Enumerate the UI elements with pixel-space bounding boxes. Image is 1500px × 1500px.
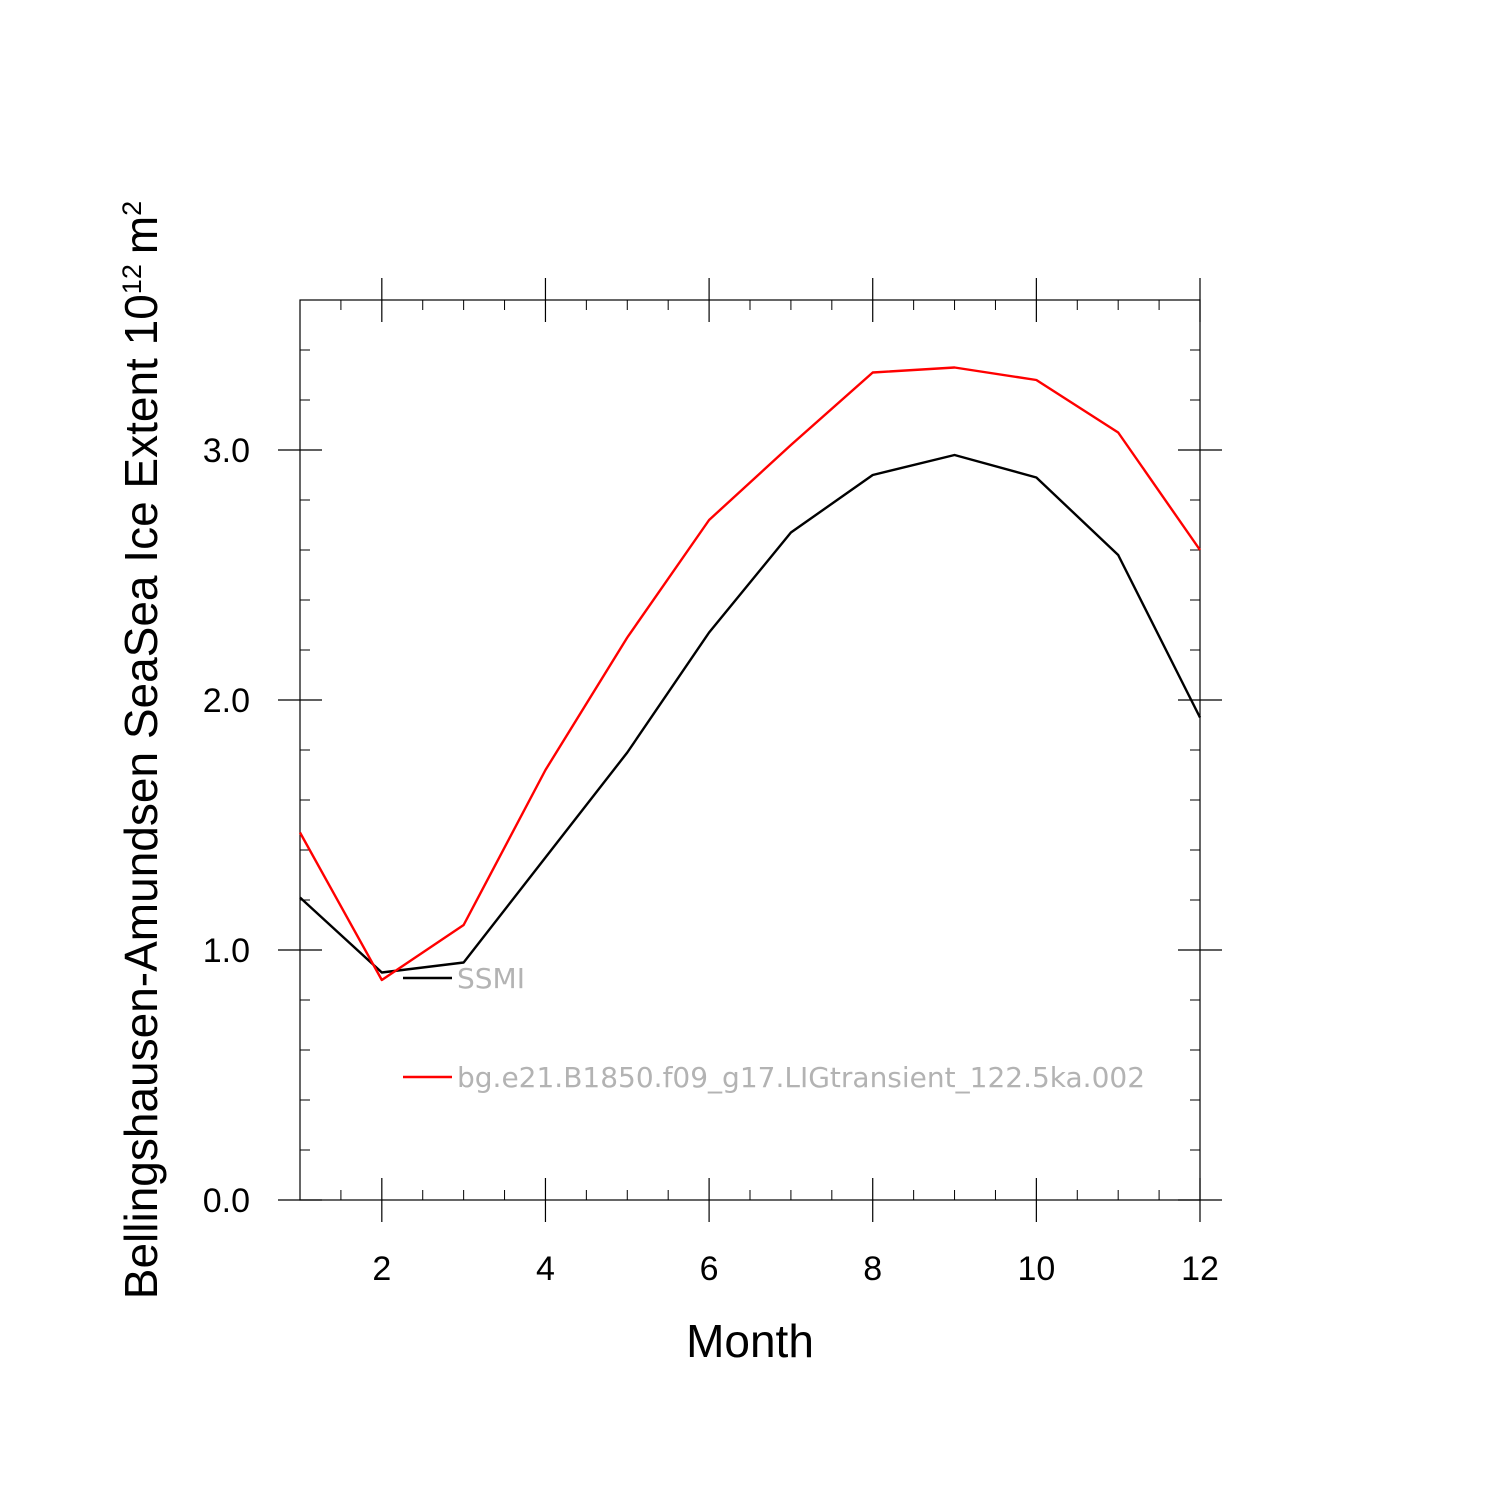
y-tick-label: 0.0 <box>203 1182 250 1220</box>
x-tick-label: 4 <box>536 1250 555 1288</box>
y-axis-title: Bellingshausen-Amundsen SeaSea Ice Exten… <box>115 201 167 1299</box>
y-axis-title-unit-exponent: 2 <box>117 201 147 216</box>
x-tick-label: 10 <box>1017 1250 1055 1288</box>
y-tick-labels: 0.0 1.0 2.0 3.0 <box>203 432 250 1220</box>
y-tick-label: 2.0 <box>203 682 250 720</box>
plot-frame <box>299 299 1201 1201</box>
y-axis-title-exponent: 12 <box>117 264 147 294</box>
y-tick-label: 1.0 <box>203 932 250 970</box>
series-line-ssmi <box>299 453 1202 974</box>
x-tick-label: 2 <box>372 1250 391 1288</box>
legend-label: SSMI <box>457 962 525 995</box>
series-lines <box>298 366 1202 982</box>
x-tick-label: 12 <box>1181 1250 1219 1288</box>
y-tick-label: 3.0 <box>203 432 250 470</box>
minor-ticks <box>299 299 1200 1200</box>
legend: SSMI bg.e21.B1850.f09_g17.LIGtransient_12… <box>403 962 1145 1094</box>
y-axis-title-main: Bellingshausen-Amundsen SeaSea Ice Exten… <box>115 294 167 1299</box>
x-tick-label: 8 <box>863 1250 882 1288</box>
y-axis-title-unit: m <box>115 216 167 254</box>
legend-label: bg.e21.B1850.f09_g17.LIGtransient_122.5k… <box>457 1061 1145 1094</box>
x-tick-labels: 2 4 6 8 10 12 <box>372 1250 1219 1288</box>
series-line-model <box>298 366 1201 982</box>
x-tick-label: 6 <box>700 1250 719 1288</box>
x-axis-title: Month <box>686 1315 814 1367</box>
